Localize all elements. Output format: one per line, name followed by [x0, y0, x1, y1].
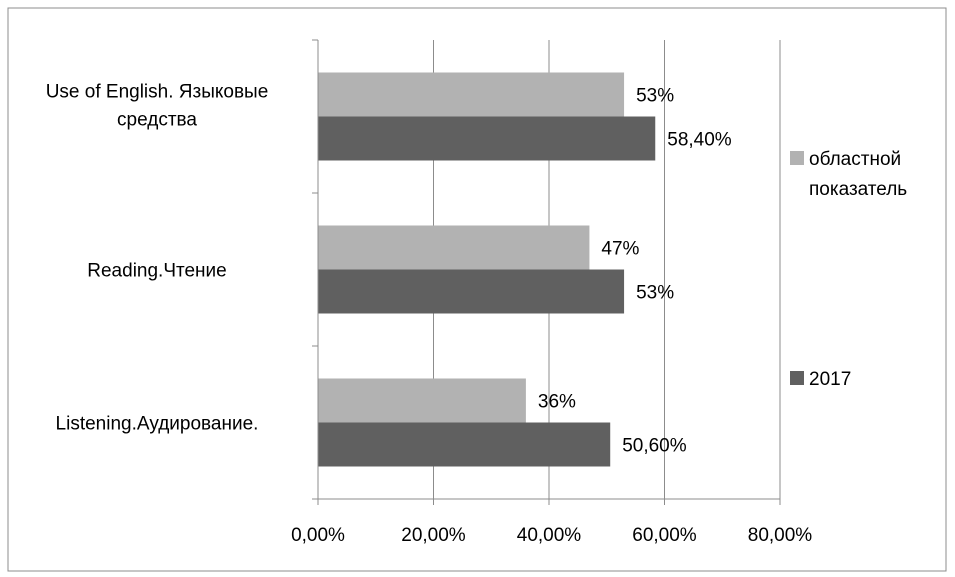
category-label: Listening.Аудирование. — [56, 414, 259, 435]
bar-regional — [318, 378, 526, 423]
legend: областной показатель 2017 — [790, 149, 907, 390]
legend-label: областной показатель — [809, 149, 907, 200]
category-label-line: Listening.Аудирование. — [56, 414, 259, 435]
data-label: 58,40% — [667, 130, 732, 151]
data-label: 50,60% — [622, 436, 687, 457]
axes: 0,00% 20,00% 40,00% 60,00% 80,00% Use of Engl… — [46, 39, 813, 546]
category-label: Reading.Чтение — [87, 261, 226, 282]
legend-label: 2017 — [809, 369, 851, 390]
x-tick-label: 20,00% — [401, 525, 466, 546]
data-label: 53% — [636, 86, 674, 107]
x-tick-label: 40,00% — [517, 525, 582, 546]
category-label-line: Use of English. Языковые — [46, 82, 269, 103]
data-label: 36% — [538, 392, 576, 413]
category-label-line: Reading.Чтение — [87, 261, 226, 282]
legend-swatch — [790, 371, 804, 385]
bar-regional — [318, 72, 625, 117]
data-labels: 53% 58,40% 47% 53% 36% 50,60% — [538, 86, 732, 457]
bar-year-2017 — [318, 116, 656, 161]
bar-year-2017 — [318, 422, 611, 467]
bar-year-2017 — [318, 269, 625, 314]
category-label-line: средства — [117, 110, 197, 131]
x-tick-label: 0,00% — [291, 525, 345, 546]
bars — [318, 72, 656, 467]
legend-swatch — [790, 151, 804, 165]
data-label: 53% — [636, 283, 674, 304]
legend-label-line: областной — [809, 149, 901, 170]
category-label: Use of English. Языковые средства — [46, 82, 269, 131]
legend-label-line: 2017 — [809, 369, 851, 390]
x-tick-label: 60,00% — [632, 525, 697, 546]
legend-label-line: показатель — [809, 179, 907, 200]
data-label: 47% — [601, 239, 639, 260]
x-tick-label: 80,00% — [748, 525, 813, 546]
bar-regional — [318, 225, 590, 270]
